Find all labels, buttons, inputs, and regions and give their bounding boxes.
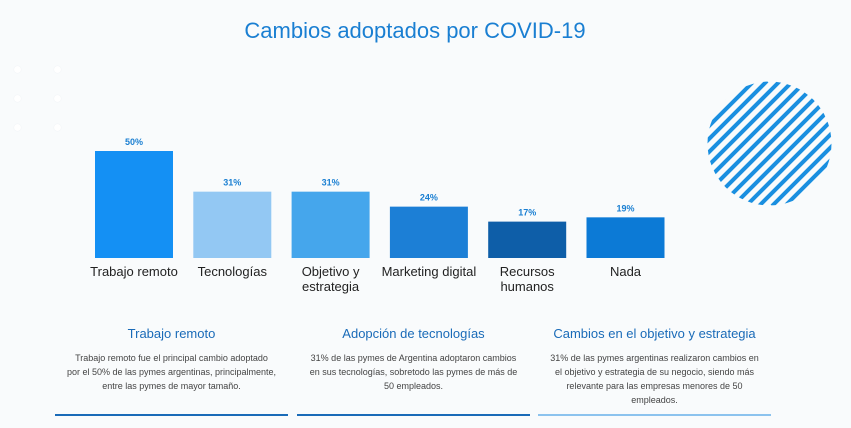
info-card-tecnologias: Adopción de tecnologías 31% de las pymes… [297,326,530,393]
info-line: el objetivo y estrategia de su negocio, … [554,367,755,377]
hatch-stripe [707,81,832,206]
category-label: Marketing digital [381,264,477,279]
bar-4 [488,221,567,258]
hatch-stripe [783,81,832,206]
value-label: 19% [616,203,634,213]
dot [54,66,61,73]
dot [14,95,21,102]
info-line: 31% de las pymes argentinas realizaron c… [550,353,759,363]
info-line: 50 empleados. [383,381,444,391]
info-line: relevante para las empresas menores de 5… [566,381,743,391]
value-label: 50% [125,137,143,147]
info-card-estrategia: Cambios en el objetivo y estrategia 31% … [538,326,771,407]
category-label: Nada [609,264,642,279]
hatch-stripe [707,81,808,206]
category-label: Tecnologías [197,264,267,279]
decorative-dots [10,60,70,140]
page-title: Cambios adoptados por COVID-19 [244,18,586,43]
bar-2 [291,191,370,258]
dot [14,124,21,131]
card-divider [297,414,530,416]
info-card-text: Trabajo remoto fue el principal cambio a… [55,351,288,393]
card-divider [538,414,771,416]
dot [54,124,61,131]
info-line: Trabajo remoto fue el principal cambio a… [75,353,268,363]
dot [54,95,61,102]
bar-0 [95,151,173,258]
bar-3 [389,206,468,258]
hatch-stripe [744,81,832,206]
hatch-stripe [707,81,795,206]
info-line: en sus tecnologías, sobretodo las pymes … [309,367,518,377]
category-label: Trabajo remoto [90,264,178,279]
info-line: por el 50% de las pymes argentinas, prin… [66,367,277,377]
info-card-trabajo-remoto: Trabajo remoto Trabajo remoto fue el pri… [55,326,288,393]
hatch-stripe [707,81,782,206]
hatch-stripe [707,81,769,206]
value-label: 17% [518,208,536,218]
info-card-heading: Adopción de tecnologías [342,326,485,341]
info-card-heading: Trabajo remoto [127,326,216,341]
value-label: 31% [322,178,340,188]
info-card-text: 31% de las pymes argentinas realizaron c… [538,351,771,407]
bar-chart: 50% 31% 31% 24% 17% 19% [95,137,665,258]
dot [14,66,21,73]
bar-1 [193,191,272,258]
value-label: 31% [223,178,241,188]
hatch-stripe [707,81,756,206]
category-label: Objetivo y estrategia [301,264,360,294]
info-line: entre las pymes de mayor tamaño. [102,381,241,391]
info-card-heading: Cambios en el objetivo y estrategia [553,326,756,341]
value-label: 24% [420,193,438,203]
hatch-stripe [731,81,832,206]
bar-5 [586,217,665,258]
hatch-stripe [770,81,832,206]
hatched-circle-decoration [707,81,832,206]
hatch-stripe [757,81,832,206]
category-label: Recursos humanos [499,264,555,294]
info-line: empleados. [631,395,678,405]
info-line: 31% de las pymes de Argentina adoptaron … [310,353,517,363]
info-card-text: 31% de las pymes de Argentina adoptaron … [297,351,530,393]
card-divider [55,414,288,416]
